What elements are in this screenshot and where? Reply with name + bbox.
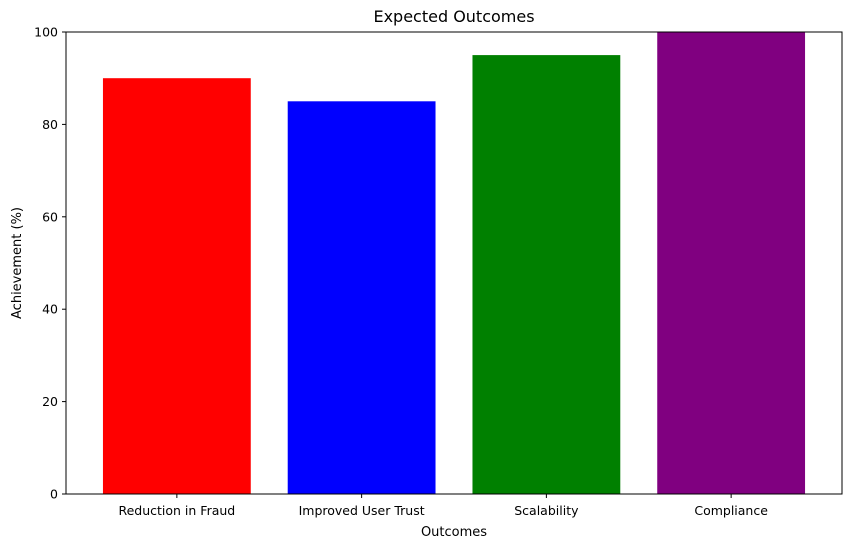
- bar-reduction-in-fraud: [102, 78, 251, 494]
- ticks-group: Reduction in Fraud Improved User Trust Sca…: [34, 25, 768, 519]
- chart-title: Expected Outcomes: [373, 7, 534, 26]
- y-tick-label: 100: [34, 25, 58, 40]
- y-axis-label: Achievement (%): [10, 207, 25, 319]
- bar-improved-user-trust: [287, 101, 436, 495]
- y-tick-label: 0: [50, 487, 58, 502]
- bar-compliance: [657, 32, 806, 494]
- x-tick-label: Scalability: [514, 503, 579, 518]
- plot-frame: [65, 31, 843, 495]
- x-axis-label: Outcomes: [421, 525, 487, 540]
- bars-group: [102, 32, 806, 495]
- axes-group: [65, 31, 843, 495]
- y-tick-label: 80: [42, 117, 58, 132]
- x-tick-label: Compliance: [694, 503, 768, 518]
- x-tick-label: Reduction in Fraud: [118, 503, 235, 518]
- bar-scalability: [472, 55, 621, 494]
- y-tick-label: 20: [42, 394, 58, 409]
- x-tick-label: Improved User Trust: [299, 503, 425, 518]
- y-tick-label: 40: [42, 302, 58, 317]
- y-tick-label: 60: [42, 209, 58, 224]
